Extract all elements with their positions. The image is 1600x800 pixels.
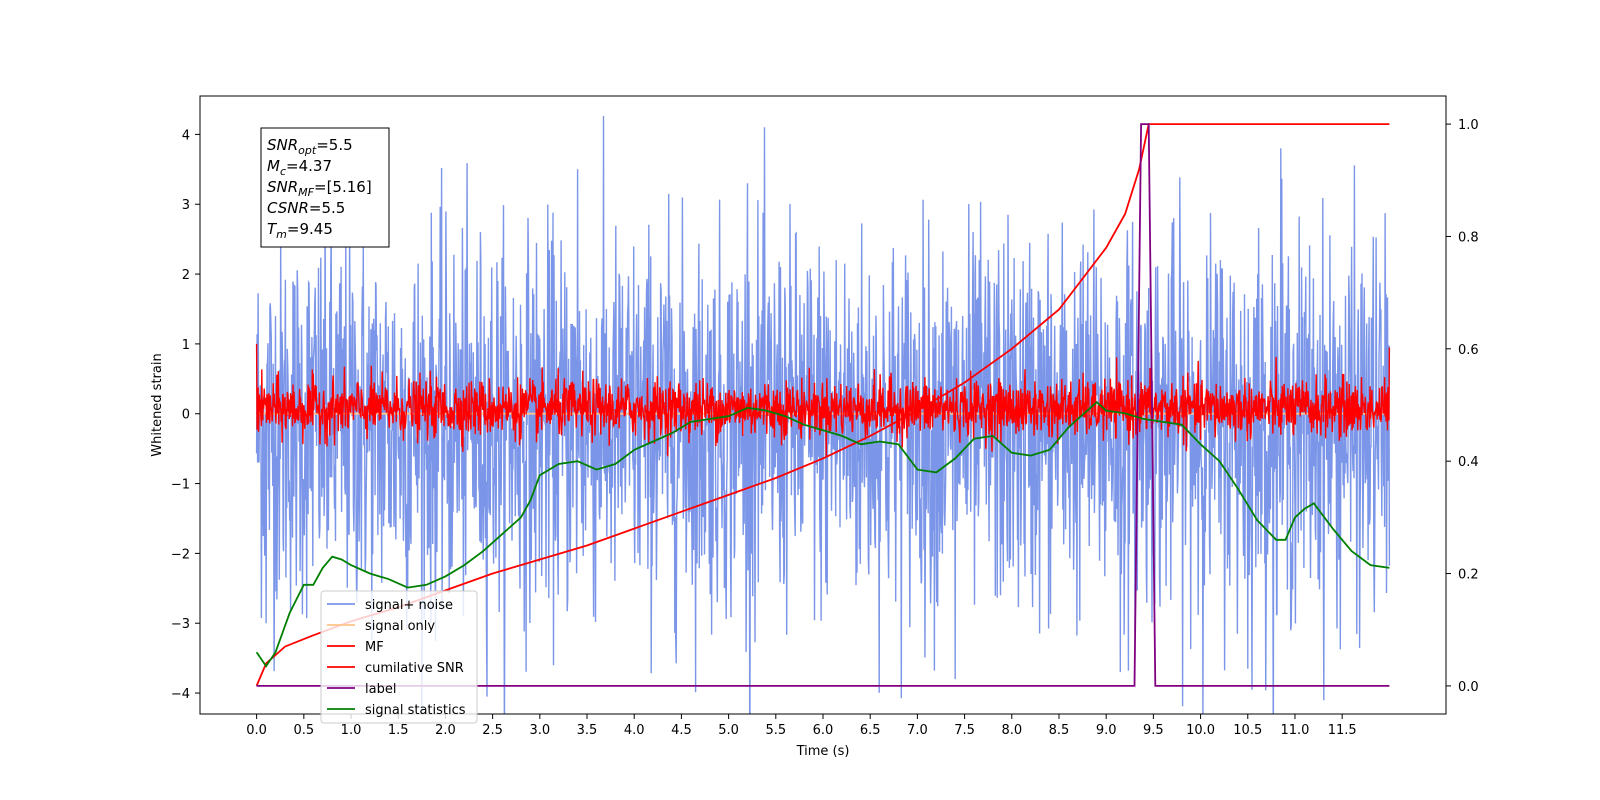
x-tick-label: 10.0 <box>1186 723 1215 738</box>
x-tick-label: 11.0 <box>1280 723 1309 738</box>
series-line-2 <box>255 343 1391 458</box>
x-tick-label: 4.0 <box>624 723 645 738</box>
legend-entry: signal+ noise <box>365 598 453 613</box>
y-tick-label: −4 <box>171 687 190 702</box>
x-tick-label: 7.5 <box>954 723 975 738</box>
y-right-tick-label: 0.8 <box>1458 230 1479 245</box>
x-tick-label: 4.5 <box>671 723 692 738</box>
y-tick-label: −1 <box>171 478 190 493</box>
y-right-tick-label: 1.0 <box>1458 118 1479 133</box>
annotation-line: SNRMF=[5.16] <box>267 178 372 199</box>
x-tick-label: 1.5 <box>388 723 409 738</box>
x-tick-label: 1.0 <box>341 723 362 738</box>
y-right-tick-label: 0.2 <box>1458 568 1479 583</box>
y-right-tick-label: 0.0 <box>1458 680 1479 695</box>
x-tick-label: 3.0 <box>529 723 550 738</box>
x-tick-label: 7.0 <box>907 723 928 738</box>
y-tick-label: 4 <box>182 128 190 143</box>
legend-entry: signal statistics <box>365 703 466 718</box>
y-tick-label: −2 <box>171 547 190 562</box>
x-tick-label: 3.5 <box>577 723 598 738</box>
y-tick-label: 0 <box>182 408 190 423</box>
series-line-5 <box>255 400 1390 668</box>
annotation-line: Tm=9.45 <box>267 220 333 241</box>
legend-frame <box>320 590 478 724</box>
x-tick-label: 0.5 <box>293 723 314 738</box>
x-tick-label: 2.0 <box>435 723 456 738</box>
y-right-tick-label: 0.4 <box>1458 455 1479 470</box>
y-right-tick-label: 0.6 <box>1458 343 1479 358</box>
x-tick-label: 10.5 <box>1233 723 1262 738</box>
x-tick-label: 0.0 <box>246 723 267 738</box>
legend-entry: cumilative SNR <box>365 661 464 676</box>
series-line-4 <box>256 123 1390 687</box>
y-tick-label: 2 <box>182 268 190 283</box>
annotation-line: CSNR=5.5 <box>267 199 345 217</box>
x-tick-label: 6.0 <box>813 723 834 738</box>
x-axis-label: Time (s) <box>796 744 850 759</box>
y-axis-label: Whitened strain <box>150 353 165 456</box>
legend-entry: label <box>365 682 396 697</box>
legend-entry: signal only <box>365 619 435 634</box>
x-tick-label: 5.0 <box>718 723 739 738</box>
x-tick-label: 9.0 <box>1096 723 1117 738</box>
x-tick-label: 6.5 <box>860 723 881 738</box>
y-tick-label: 3 <box>182 198 190 213</box>
annotation-line: Mc=4.37 <box>267 157 332 178</box>
y-tick-label: 1 <box>182 338 190 353</box>
x-tick-label: 8.0 <box>1001 723 1022 738</box>
series-line-0 <box>255 115 1391 714</box>
annotation-line: SNRopt=5.5 <box>267 136 353 157</box>
ticks-layer: 0.0 0.5 1.0 1.5 2.0 2.5 3.0 3.5 4.0 4.5 5.0 5.5 6.0 6… <box>171 118 1479 738</box>
x-tick-label: 8.5 <box>1049 723 1070 738</box>
legend-entry: MF <box>365 640 384 655</box>
x-tick-label: 11.5 <box>1328 723 1357 738</box>
x-tick-label: 2.5 <box>482 723 503 738</box>
x-tick-label: 9.5 <box>1143 723 1164 738</box>
legend: signal+ noise signal only MF cumilative SNR… <box>320 590 478 724</box>
y-tick-label: −3 <box>171 617 190 632</box>
x-tick-label: 5.5 <box>765 723 786 738</box>
annotation-frame <box>260 127 390 248</box>
